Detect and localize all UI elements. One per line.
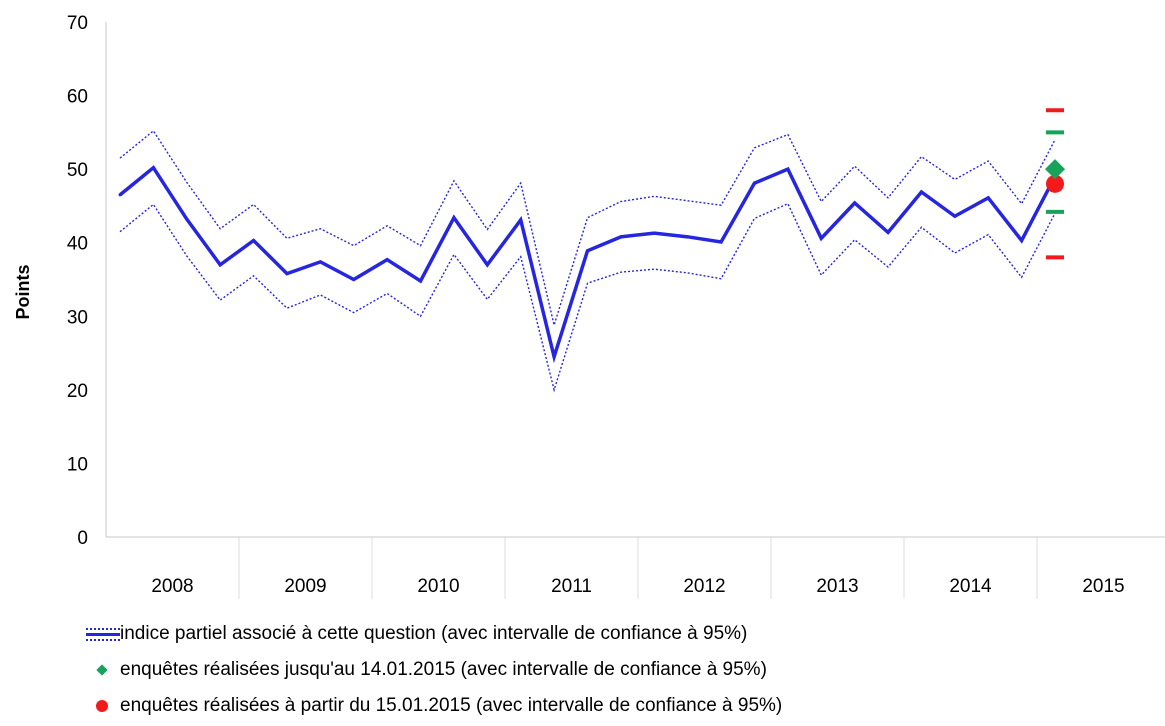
legend-item-after: enquêtes réalisées à partir du 15.01.201…	[86, 688, 782, 724]
y-tick-label: 20	[67, 381, 88, 402]
index-data-point	[218, 263, 222, 267]
legend-item-index: indice partiel associé à cette question …	[86, 616, 782, 652]
index-data-point	[1020, 239, 1024, 243]
y-tick-label: 0	[77, 528, 88, 549]
index-data-point	[686, 235, 690, 239]
index-data-point	[919, 190, 923, 194]
legend-label-after: enquêtes réalisées à partir du 15.01.201…	[120, 695, 783, 716]
x-tick-label: 2009	[284, 576, 326, 597]
index-data-point	[552, 355, 556, 359]
index-data-point	[619, 235, 623, 239]
index-data-point	[819, 236, 823, 240]
index-data-point	[752, 181, 756, 185]
ci-lower-line	[119, 202, 1056, 393]
x-tick-label: 2015	[1082, 576, 1124, 597]
legend: indice partiel associé à cette question …	[86, 616, 782, 724]
legend-item-before: enquêtes réalisées jusqu'au 14.01.2015 (…	[86, 652, 782, 688]
index-data-point	[519, 218, 523, 222]
index-data-point	[853, 201, 857, 205]
index-data-point	[719, 240, 723, 244]
x-tick-labels: 2008 2009 2010 2011 2012 2013 2014 2015	[151, 576, 1124, 597]
index-data-point	[118, 193, 122, 197]
x-tick-label: 2011	[551, 576, 592, 597]
index-data-point	[986, 196, 990, 200]
index-series-line	[118, 165, 1057, 364]
y-tick-label: 50	[67, 160, 88, 181]
y-axis-label: Points	[13, 264, 33, 319]
legend-label-index: indice partiel associé à cette question …	[120, 623, 748, 644]
legend-label-before: enquêtes réalisées jusqu'au 14.01.2015 (…	[120, 659, 767, 680]
index-data-point	[586, 249, 589, 253]
y-tick-label: 40	[67, 234, 88, 255]
index-data-point	[318, 260, 322, 264]
y-tick-label: 30	[67, 307, 88, 328]
index-data-point	[352, 278, 356, 281]
legend-diamond-swatch	[86, 660, 120, 680]
green-data-point	[1045, 159, 1065, 180]
index-data-point	[485, 263, 489, 267]
x-tick-label: 2014	[949, 576, 992, 597]
y-tick-labels: 0 10 20 30 40 50 60 70	[67, 13, 88, 549]
index-data-point	[285, 272, 289, 276]
legend-circle-swatch	[86, 696, 120, 716]
index-data-point	[786, 167, 790, 171]
index-data-point	[452, 216, 456, 220]
y-tick-label: 70	[67, 13, 88, 34]
index-data-point	[252, 239, 256, 243]
index-data-point	[419, 279, 423, 283]
index-data-point	[886, 230, 890, 234]
ci-upper-line	[119, 129, 1056, 328]
line-chart: 0 10 20 30 40 50 60 70 2008 2009 2010 2011 2012 2013…	[13, 13, 1165, 599]
index-data-point	[185, 217, 189, 221]
index-data-point	[385, 258, 389, 262]
index-data-point	[953, 214, 957, 218]
series-layer	[118, 108, 1065, 393]
legend-line-swatch	[86, 624, 120, 644]
index-data-point	[652, 231, 656, 235]
index-data-point	[151, 166, 155, 170]
year-dividers	[238, 537, 1038, 599]
y-tick-label: 10	[67, 454, 88, 475]
x-tick-label: 2012	[683, 576, 725, 597]
x-tick-label: 2010	[417, 576, 459, 597]
y-tick-label: 60	[67, 87, 88, 108]
x-tick-label: 2008	[151, 576, 193, 597]
x-tick-label: 2013	[816, 576, 858, 597]
red-data-point	[1046, 174, 1064, 193]
